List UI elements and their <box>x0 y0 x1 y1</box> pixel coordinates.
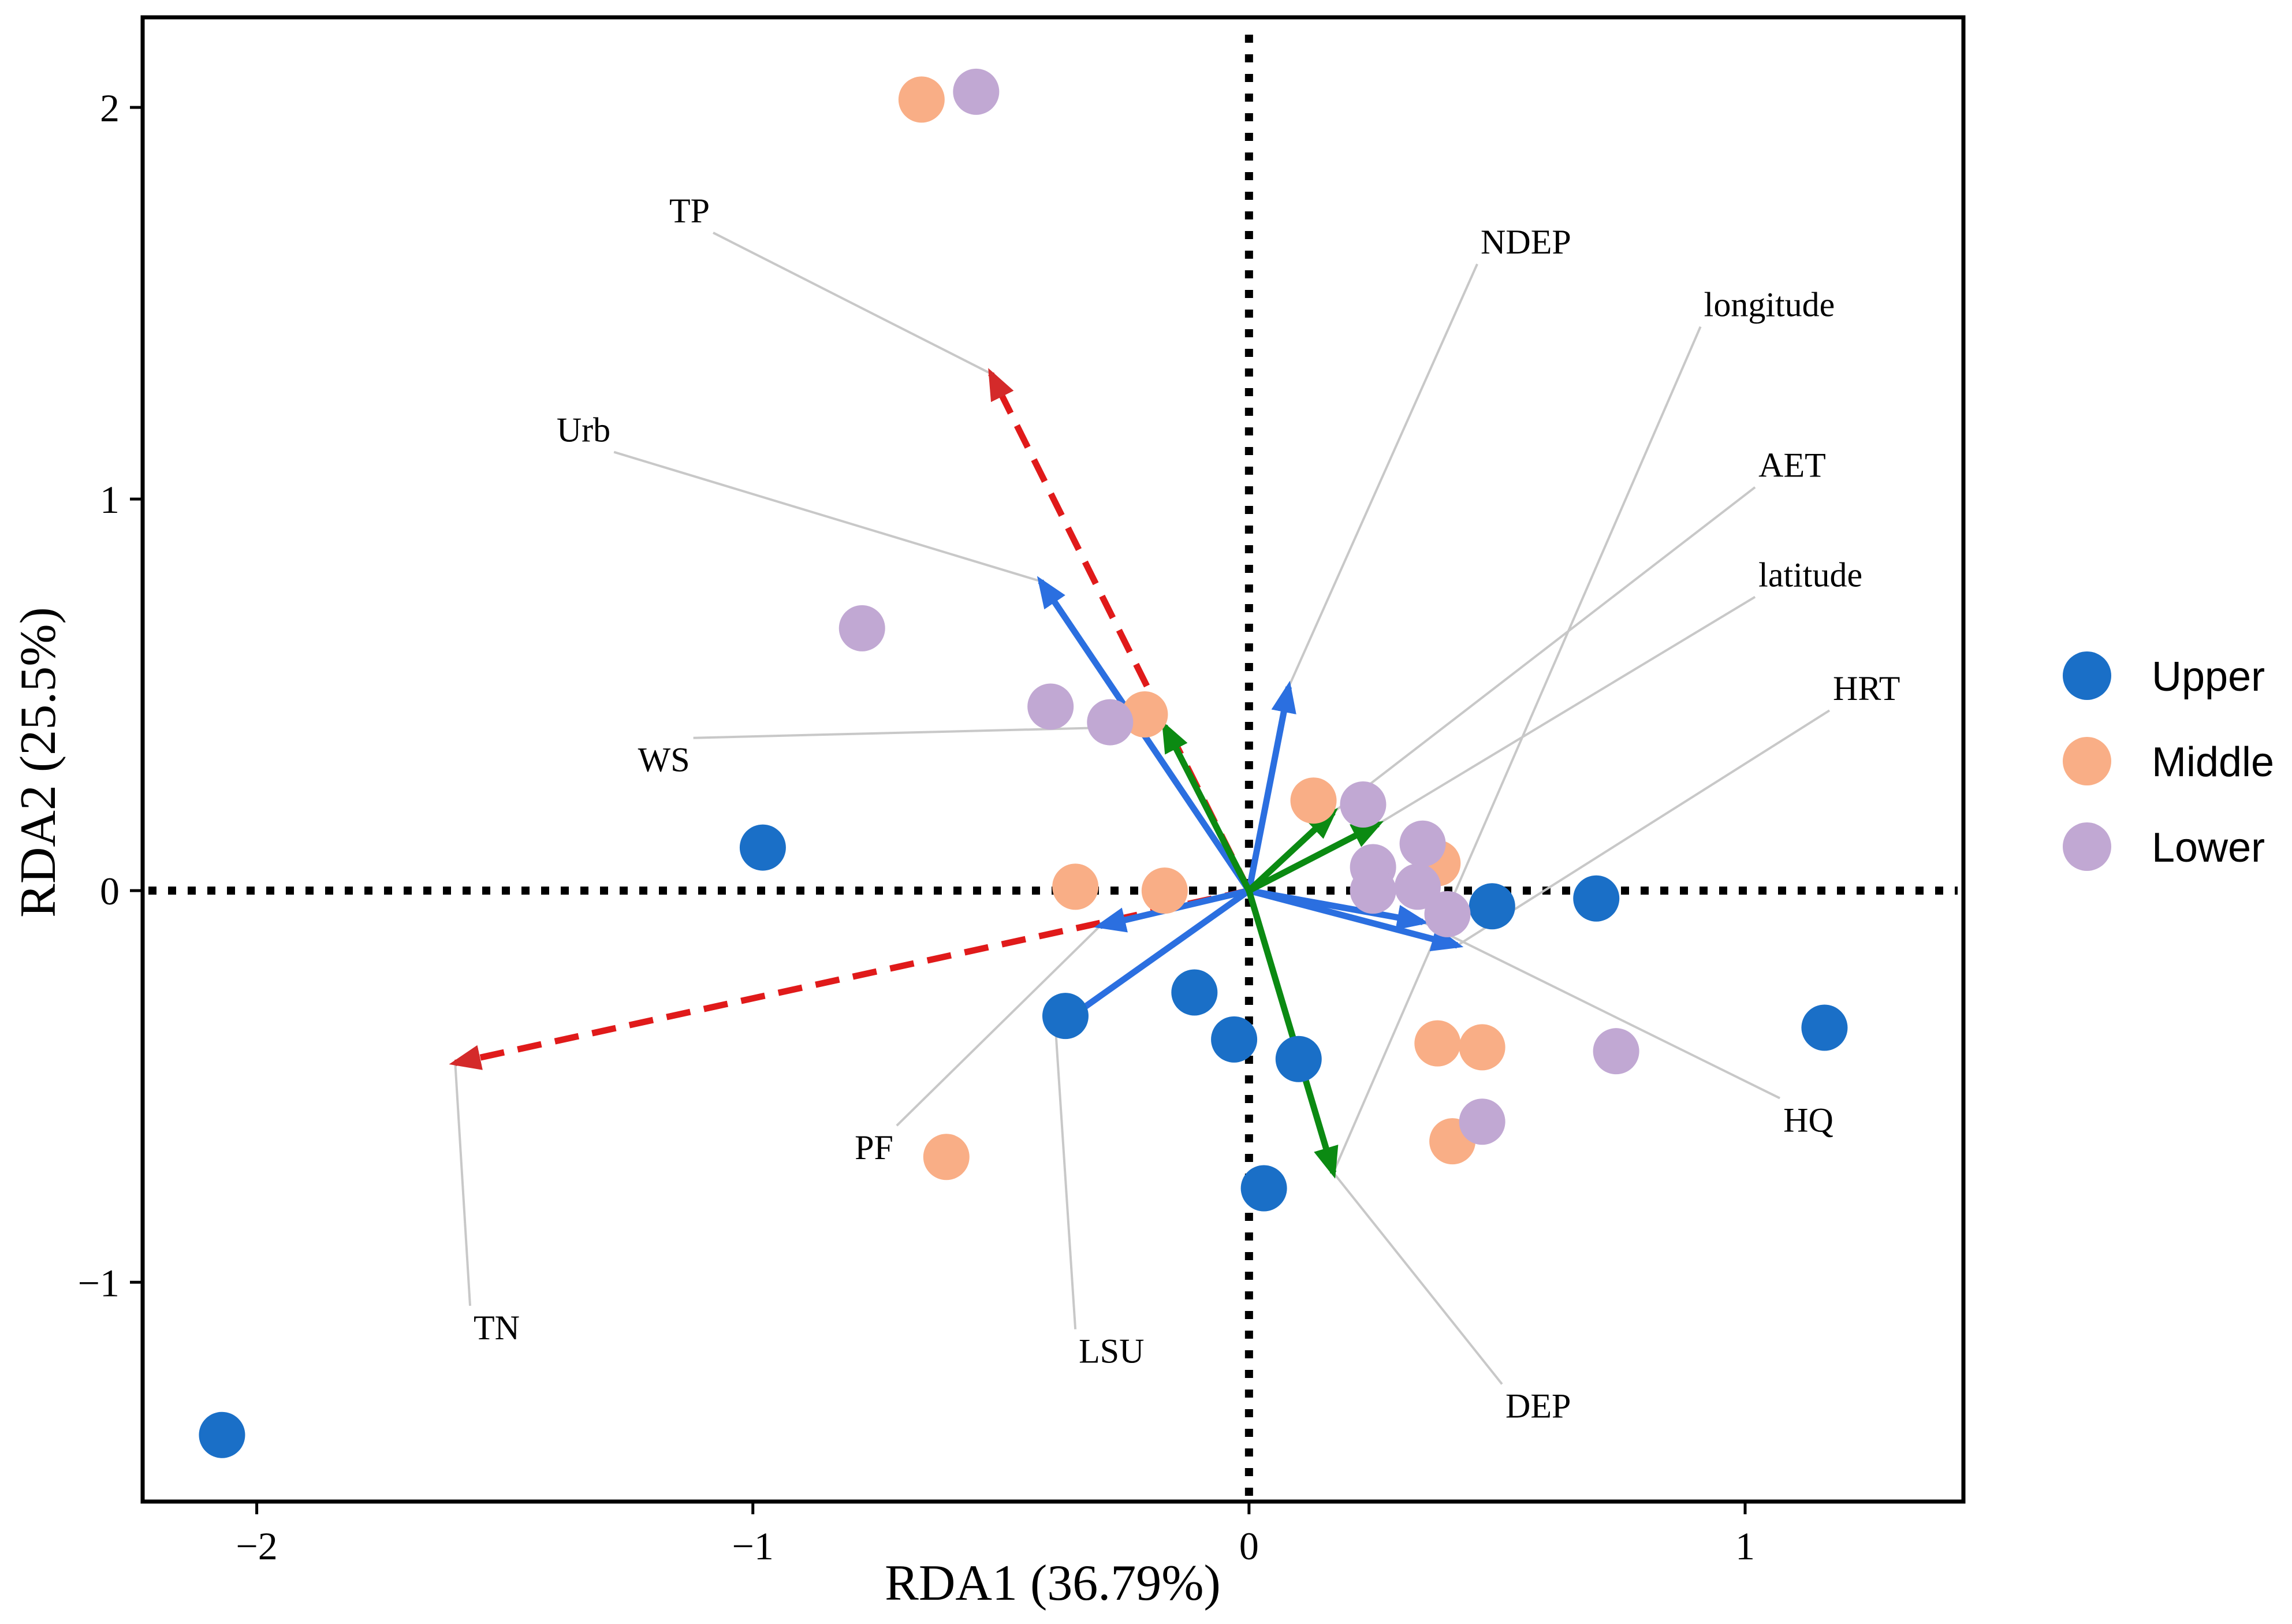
arrow-latitude <box>1247 821 1384 894</box>
point-upper <box>1469 883 1515 930</box>
point-upper <box>1275 1036 1322 1082</box>
point-middle <box>898 76 945 123</box>
point-upper <box>1240 1165 1287 1212</box>
arrow-label-ndep: NDEP <box>1481 223 1571 261</box>
point-lower <box>1593 1028 1639 1075</box>
arrow-lsu <box>1050 888 1251 1031</box>
point-upper <box>199 1411 245 1458</box>
point-middle <box>1121 691 1168 738</box>
reference-lines <box>148 35 1958 1496</box>
point-middle <box>1459 1024 1505 1071</box>
leader-hrt <box>1456 709 1831 947</box>
point-upper <box>739 824 786 871</box>
x-tick-label: 0 <box>1239 1524 1259 1568</box>
x-tick-label: −2 <box>236 1524 277 1568</box>
arrow-longitude <box>1246 889 1339 1179</box>
arrow-label-longitude: longitude <box>1704 286 1835 324</box>
label-leader-lines <box>454 232 1831 1385</box>
leader-aet <box>1332 486 1756 814</box>
leader-hq <box>1422 921 1781 1100</box>
point-lower <box>1087 699 1134 746</box>
legend-label-lower: Lower <box>2152 825 2265 871</box>
arrow-label-lsu: LSU <box>1079 1332 1144 1370</box>
point-upper <box>1171 969 1218 1016</box>
point-upper <box>1042 993 1089 1040</box>
legend-swatch-upper <box>2063 651 2111 700</box>
point-lower <box>1394 863 1441 910</box>
point-lower <box>838 605 885 651</box>
leader-lsu <box>1054 1027 1077 1329</box>
point-upper <box>1573 875 1620 922</box>
point-middle <box>923 1134 970 1180</box>
leader-pf <box>896 925 1101 1127</box>
leader-dep <box>1332 1172 1503 1385</box>
point-middle <box>1290 777 1337 824</box>
legend-swatch-middle <box>2063 737 2111 785</box>
axis-ticks: −2 −1 0 1 −1 0 1 2 <box>78 86 1755 1568</box>
x-tick-label: 1 <box>1735 1524 1755 1568</box>
point-middle <box>1052 863 1099 910</box>
legend: Upper Middle Lower <box>2063 651 2274 871</box>
leader-tp <box>713 232 992 375</box>
arrow-label-hrt: HRT <box>1833 669 1900 707</box>
arrow-label-dep: DEP <box>1505 1387 1571 1425</box>
y-tick-label: 1 <box>100 478 120 522</box>
point-middle <box>1414 1020 1461 1067</box>
legend-label-middle: Middle <box>2152 739 2274 785</box>
arrow-labels: TP TN Urb PF LSU NDEP HQ HRT WS AET latitude longit… <box>474 192 1900 1425</box>
point-upper <box>1211 1016 1258 1063</box>
leader-urb <box>613 450 1041 583</box>
point-upper <box>1801 1004 1848 1051</box>
plot-frame <box>140 15 1966 1504</box>
arrow-ws <box>1161 720 1252 892</box>
leader-longitude <box>1332 326 1702 1174</box>
point-lower <box>1459 1098 1505 1145</box>
arrow-label-urb: Urb <box>557 411 610 449</box>
legend-label-upper: Upper <box>2152 654 2265 700</box>
arrow-label-tp: TP <box>669 192 710 230</box>
point-lower <box>1350 867 1396 914</box>
arrow-label-latitude: latitude <box>1758 556 1862 594</box>
point-lower <box>1027 683 1074 730</box>
y-tick-label: 0 <box>100 869 120 913</box>
point-lower <box>1399 820 1446 867</box>
arrow-label-pf: PF <box>855 1128 893 1167</box>
arrow-label-aet: AET <box>1758 446 1826 485</box>
point-lower <box>953 68 1000 115</box>
environmental-arrows <box>449 368 1464 1179</box>
x-axis-title: RDA1 (36.79%) <box>885 1555 1221 1611</box>
leader-tn <box>454 1063 472 1306</box>
x-tick-label: −1 <box>732 1524 774 1568</box>
arrow-hrt <box>1248 887 1464 952</box>
point-middle <box>1141 867 1188 914</box>
y-axis-title: RDA2 (25.5%) <box>10 607 66 918</box>
arrow-aet <box>1247 808 1338 893</box>
arrow-label-tn: TN <box>474 1309 520 1347</box>
legend-swatch-lower <box>2063 822 2111 871</box>
leader-ndep <box>1287 263 1478 688</box>
point-lower <box>1424 891 1471 937</box>
site-points <box>199 68 1848 1458</box>
arrow-label-hq: HQ <box>1783 1101 1833 1139</box>
leader-latitude <box>1377 595 1756 825</box>
point-lower <box>1340 781 1387 828</box>
y-tick-label: −1 <box>78 1261 120 1305</box>
arrow-ndep <box>1246 680 1296 892</box>
y-tick-label: 2 <box>100 86 120 130</box>
arrow-label-ws: WS <box>638 741 690 779</box>
leader-ws <box>693 725 1165 739</box>
